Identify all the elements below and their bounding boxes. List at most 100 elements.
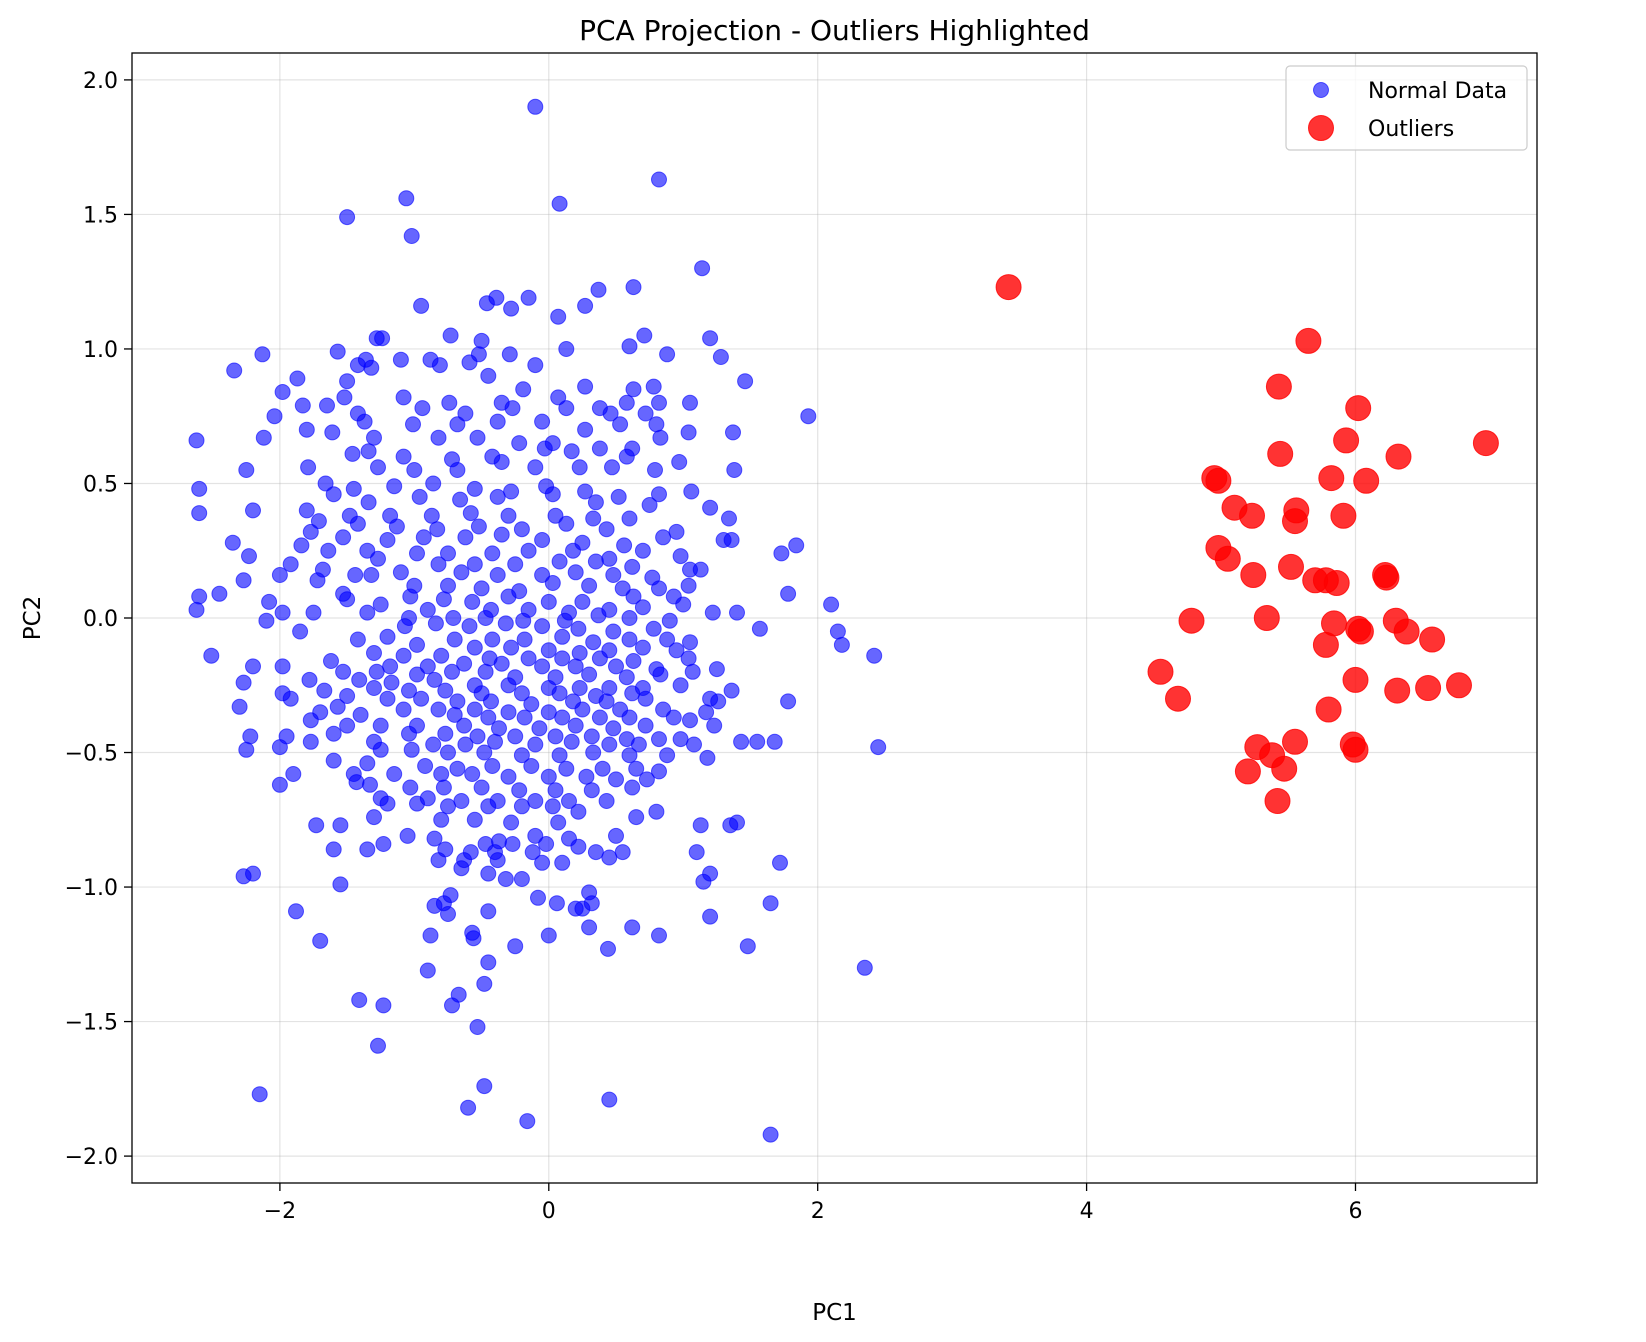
normal-data-point	[561, 793, 577, 809]
normal-data-point	[547, 728, 564, 745]
normal-data-point	[395, 389, 412, 406]
normal-data-point	[531, 720, 548, 737]
normal-data-point	[686, 736, 702, 753]
normal-data-point	[359, 604, 376, 621]
normal-data-point	[476, 1078, 493, 1095]
outlier-point	[1295, 327, 1322, 354]
normal-data-point	[336, 389, 353, 406]
normal-data-point	[372, 596, 389, 613]
normal-data-point	[386, 766, 403, 782]
normal-data-point	[737, 373, 754, 390]
normal-data-point	[652, 429, 669, 446]
legend: Normal Data Outliers	[1285, 65, 1528, 151]
normal-data-point	[329, 698, 346, 715]
normal-data-point	[630, 736, 647, 753]
normal-data-point	[423, 507, 440, 524]
normal-data-point	[523, 758, 540, 774]
normal-data-point	[374, 330, 391, 347]
normal-data-point	[772, 854, 788, 871]
normal-data-point	[497, 615, 514, 632]
normal-data-point	[440, 798, 456, 815]
normal-data-point	[648, 416, 665, 433]
normal-data-point	[449, 693, 466, 710]
normal-data-point	[680, 650, 697, 667]
normal-data-point	[426, 830, 443, 847]
normal-data-point	[651, 394, 667, 411]
normal-data-point	[503, 639, 520, 656]
normal-data-point	[480, 865, 497, 882]
normal-data-point	[396, 618, 413, 635]
y-tick-label: 1.5	[83, 203, 118, 228]
normal-data-point	[618, 448, 635, 465]
normal-data-point	[191, 588, 208, 605]
normal-data-point	[469, 1019, 486, 1035]
normal-data-point	[417, 758, 434, 774]
y-tick-label: −1.5	[65, 1011, 118, 1036]
normal-data-point	[651, 171, 667, 188]
normal-data-point	[682, 712, 698, 729]
normal-data-point	[534, 567, 551, 583]
normal-data-point	[856, 959, 873, 976]
normal-data-point	[503, 814, 520, 831]
normal-data-point	[567, 564, 584, 581]
normal-data-point	[621, 610, 638, 626]
normal-data-point	[500, 768, 517, 785]
normal-data-point	[368, 663, 385, 680]
normal-data-point	[339, 591, 356, 608]
normal-data-point	[493, 454, 510, 470]
normal-data-point	[403, 741, 420, 758]
normal-data-point	[655, 701, 672, 718]
normal-data-point	[191, 505, 208, 522]
normal-data-point	[567, 717, 584, 734]
normal-data-point	[612, 416, 629, 433]
normal-data-point	[621, 510, 638, 527]
normal-data-point	[534, 618, 551, 635]
normal-data-point	[659, 631, 676, 648]
normal-data-point	[271, 739, 288, 756]
normal-data-point	[401, 725, 417, 742]
normal-data-point	[540, 768, 557, 785]
normal-data-point	[274, 658, 291, 675]
normal-data-point	[551, 685, 568, 702]
normal-data-point	[540, 927, 557, 944]
normal-data-point	[271, 567, 288, 583]
normal-data-point	[430, 701, 447, 718]
normal-data-point	[571, 680, 588, 696]
normal-data-point	[823, 596, 840, 613]
normal-data-point	[444, 997, 460, 1014]
legend-label-outliers: Outliers	[1368, 117, 1454, 142]
normal-data-point	[723, 682, 740, 699]
normal-data-point	[558, 760, 575, 777]
normal-data-point	[289, 370, 306, 387]
outlier-point	[1342, 736, 1369, 763]
normal-data-point	[641, 497, 658, 513]
normal-data-point	[624, 919, 641, 936]
normal-data-point	[554, 709, 571, 726]
normal-data-point	[366, 429, 382, 446]
normal-data-point	[540, 593, 557, 610]
normal-data-point	[444, 663, 460, 680]
normal-data-point	[659, 747, 676, 764]
normal-data-point	[702, 330, 719, 347]
normal-data-point	[191, 480, 208, 497]
legend-marker-normal-data	[1313, 82, 1329, 98]
outlier-point	[1330, 502, 1357, 529]
normal-data-point	[547, 782, 564, 799]
normal-data-point	[833, 636, 850, 653]
normal-data-point	[477, 610, 494, 626]
legend-marker-outliers	[1308, 115, 1334, 141]
normal-data-point	[382, 658, 399, 675]
normal-data-point	[710, 693, 727, 710]
normal-data-point	[453, 564, 470, 581]
normal-data-point	[571, 459, 588, 476]
normal-data-point	[601, 1091, 618, 1108]
y-tick-label: 2.0	[83, 69, 118, 94]
normal-data-point	[507, 728, 524, 745]
normal-data-point	[565, 542, 581, 559]
normal-data-point	[483, 693, 499, 710]
normal-data-point	[255, 429, 272, 446]
normal-data-point	[413, 297, 430, 314]
normal-data-point	[534, 658, 551, 675]
